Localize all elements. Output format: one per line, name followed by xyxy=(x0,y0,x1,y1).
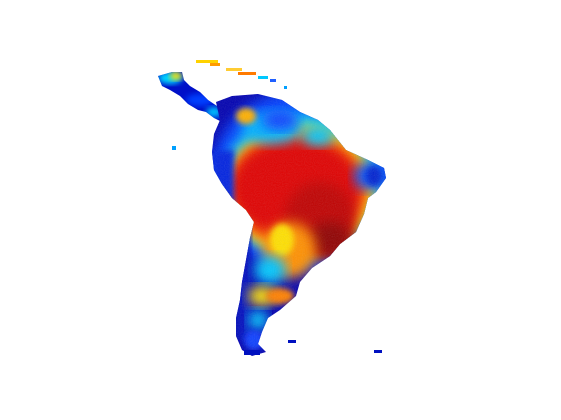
south-america-region xyxy=(212,94,386,356)
southern-islands xyxy=(244,340,382,355)
caribbean-islands xyxy=(172,60,287,150)
